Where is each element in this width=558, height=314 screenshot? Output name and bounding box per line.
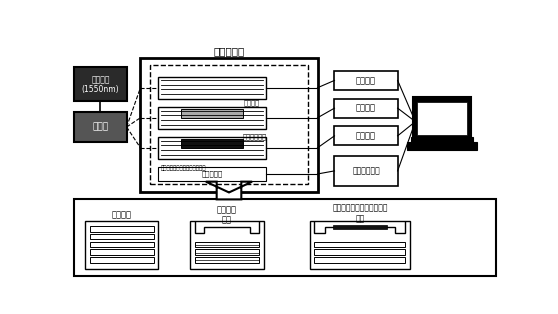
- Bar: [417, 102, 467, 135]
- Bar: [315, 249, 405, 255]
- Bar: [90, 249, 153, 255]
- Bar: [334, 71, 398, 90]
- Text: 激光光源: 激光光源: [91, 75, 110, 84]
- Bar: [158, 107, 266, 128]
- Text: 普通光纤: 普通光纤: [244, 100, 260, 106]
- Bar: [158, 137, 266, 159]
- Bar: [141, 58, 318, 192]
- Bar: [407, 143, 477, 150]
- Text: 偈边抛磨光纤: 偈边抛磨光纤: [242, 133, 266, 139]
- Bar: [181, 109, 243, 118]
- Polygon shape: [206, 182, 252, 199]
- Text: 光功率计: 光功率计: [356, 131, 376, 140]
- Bar: [74, 67, 127, 101]
- Bar: [90, 226, 153, 232]
- Bar: [74, 199, 496, 276]
- Bar: [411, 137, 473, 145]
- Bar: [310, 221, 410, 269]
- Bar: [195, 242, 259, 247]
- Bar: [334, 126, 398, 145]
- Bar: [315, 242, 405, 247]
- Bar: [334, 99, 398, 118]
- Bar: [90, 234, 153, 239]
- Bar: [85, 221, 158, 269]
- Bar: [74, 111, 127, 143]
- Bar: [181, 138, 243, 148]
- Text: 基于二硫化鹨的光纤湿度传
感器: 基于二硫化鹨的光纤湿度传 感器: [332, 203, 388, 223]
- Text: 普通光纤: 普通光纤: [112, 210, 132, 219]
- Bar: [90, 257, 153, 263]
- Bar: [333, 225, 387, 229]
- Bar: [151, 65, 309, 184]
- Text: 耦合器: 耦合器: [92, 122, 108, 132]
- Bar: [195, 249, 259, 255]
- Text: 基于二硫化鹨的光纤湿度传感器: 基于二硫化鹨的光纤湿度传感器: [161, 165, 206, 171]
- Bar: [195, 257, 259, 263]
- Bar: [90, 242, 153, 247]
- Bar: [190, 221, 263, 269]
- Text: 光功率计: 光功率计: [356, 76, 376, 85]
- Bar: [413, 97, 471, 139]
- Text: (1550nm): (1550nm): [81, 85, 119, 95]
- Text: 光功率计: 光功率计: [356, 104, 376, 113]
- Bar: [315, 257, 405, 263]
- Text: 偈边抛磨
光纤: 偈边抛磨 光纤: [217, 205, 237, 225]
- Text: 温湿度传感器: 温湿度传感器: [352, 166, 380, 176]
- Bar: [158, 167, 266, 181]
- Text: 恒温恒湿笱: 恒温恒湿笱: [213, 46, 244, 56]
- Bar: [334, 156, 398, 186]
- Text: 温度传感器: 温度传感器: [201, 171, 223, 177]
- Bar: [158, 77, 266, 99]
